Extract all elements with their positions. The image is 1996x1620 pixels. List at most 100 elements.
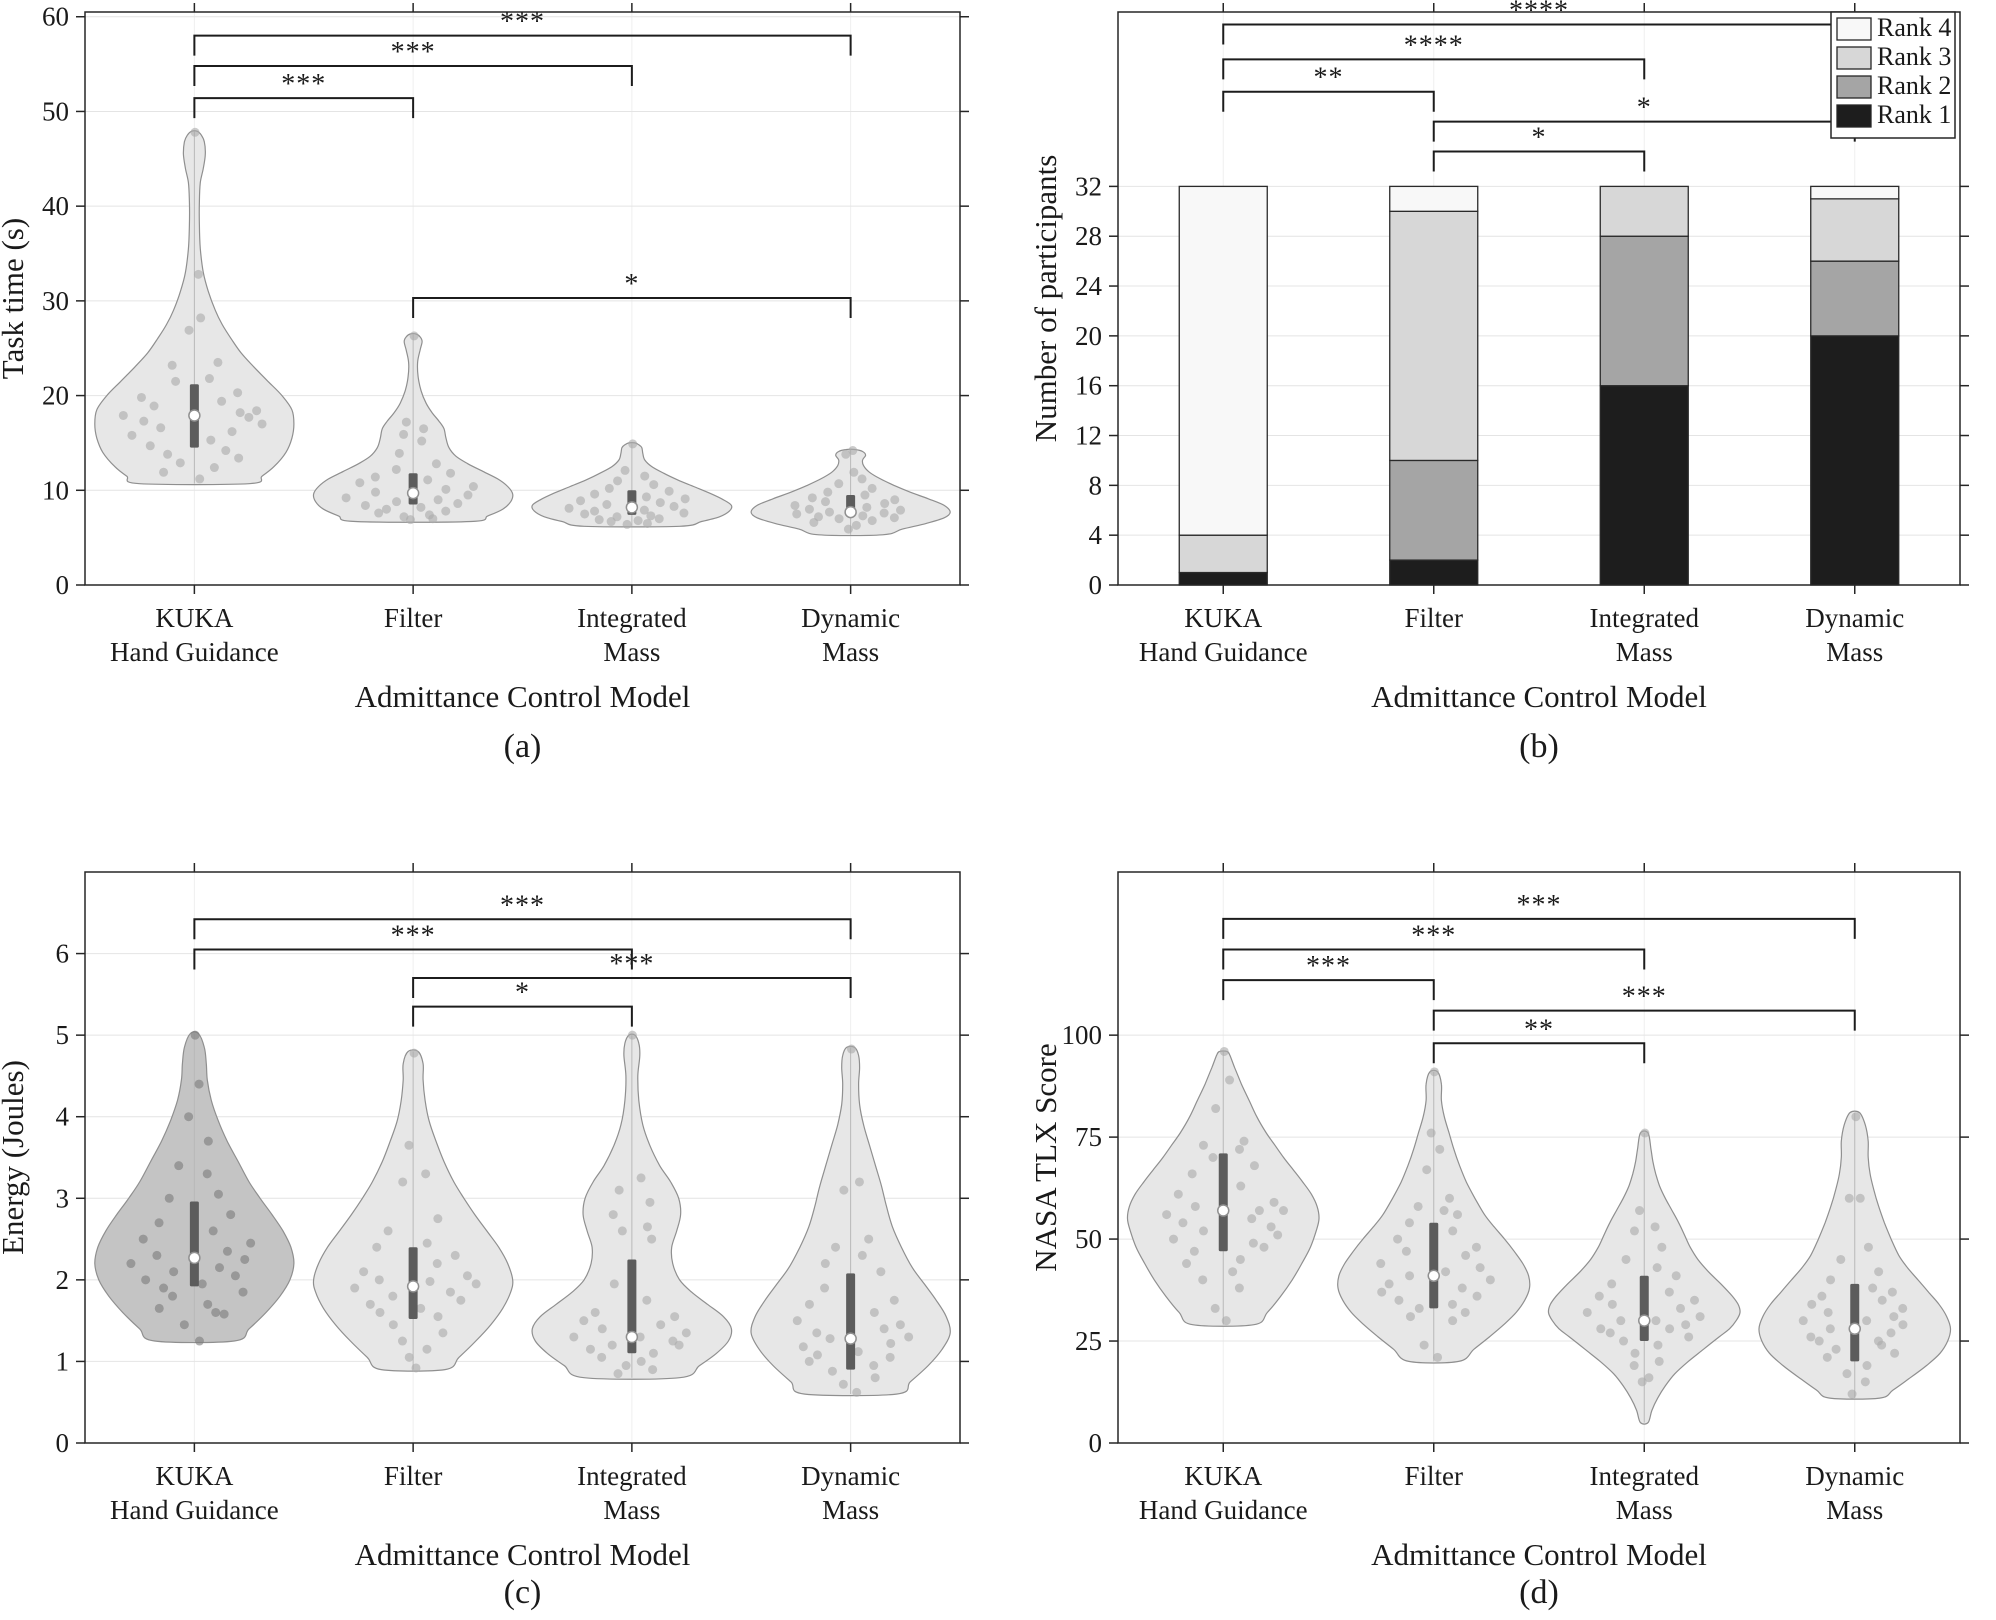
jitter-points <box>569 1030 691 1379</box>
axis-ticks <box>1109 863 1969 1452</box>
median-dot <box>844 505 857 519</box>
svg-text:Dynamic: Dynamic <box>801 1461 900 1491</box>
svg-text:50: 50 <box>42 96 69 126</box>
significance-label: * <box>1532 123 1547 154</box>
significance-bracket <box>1222 979 1435 1001</box>
axis-ticks <box>76 3 969 594</box>
svg-text:20: 20 <box>1075 321 1102 351</box>
bar-segment-rank-1 <box>1389 559 1479 586</box>
bar-segment-rank-1 <box>1178 571 1268 586</box>
legend-swatch-rank-4 <box>1836 17 1872 41</box>
median-dot <box>406 1280 420 1293</box>
significance-bracket <box>412 1005 633 1027</box>
svg-text:16: 16 <box>1075 371 1102 401</box>
violin-integrated-mass <box>1547 1128 1741 1425</box>
violin-kuka-hand-guidance <box>1126 1046 1320 1327</box>
significance-bracket <box>1222 23 1856 45</box>
panel-caption: (a) <box>504 728 542 765</box>
svg-text:10: 10 <box>42 475 69 505</box>
svg-text:Filter: Filter <box>384 603 443 633</box>
median-dot <box>844 1332 857 1345</box>
median-dot <box>625 501 639 514</box>
svg-text:30: 30 <box>42 286 69 316</box>
jitter-points <box>564 439 690 529</box>
y-axis-label: Energy (Joules) <box>0 1060 30 1255</box>
svg-text:20: 20 <box>42 381 69 411</box>
panel-caption: (c) <box>504 1574 542 1611</box>
legend-swatch-rank-3 <box>1836 46 1872 70</box>
svg-text:25: 25 <box>1075 1326 1102 1356</box>
svg-text:32: 32 <box>1075 171 1102 201</box>
jitter-points <box>1582 1128 1705 1387</box>
svg-text:24: 24 <box>1075 271 1103 301</box>
significance-label: **** <box>1404 30 1464 61</box>
iqr-box <box>1639 1275 1649 1342</box>
svg-text:Mass: Mass <box>603 1495 660 1525</box>
plot-frame <box>84 11 961 586</box>
y-tick-labels: 0 10 20 30 40 50 60 <box>42 2 69 600</box>
significance-bracket <box>193 97 415 119</box>
svg-text:100: 100 <box>1062 1020 1103 1050</box>
significance-bracket <box>193 918 852 940</box>
median-dot <box>406 486 420 500</box>
significance-label: *** <box>1517 890 1562 921</box>
bar-segment-rank-3 <box>1389 210 1479 462</box>
svg-text:Dynamic: Dynamic <box>1805 1461 1904 1491</box>
significance-label: * <box>1637 93 1652 124</box>
significance-bracket <box>1432 1009 1856 1031</box>
svg-text:Integrated: Integrated <box>1590 1461 1700 1491</box>
x-tick-labels: KUKA Hand Guidance Filter Integrated Mass Dyn… <box>1139 1461 1904 1525</box>
significance-bracket <box>193 34 852 56</box>
jitter-points <box>126 1030 256 1346</box>
plot-frame <box>1117 11 1961 586</box>
panel-caption: (d) <box>1519 1574 1559 1611</box>
iqr-box <box>846 1273 856 1370</box>
svg-text:0: 0 <box>56 1428 70 1458</box>
svg-text:Integrated: Integrated <box>577 603 687 633</box>
jitter-points <box>792 1044 914 1397</box>
significance-bracket <box>1432 1042 1646 1064</box>
median-dot <box>625 1330 639 1344</box>
legend-label: Rank 3 <box>1877 42 1951 71</box>
svg-text:KUKA: KUKA <box>1184 1461 1262 1491</box>
svg-text:0: 0 <box>1089 570 1103 600</box>
significance-label: *** <box>500 890 545 921</box>
y-tick-labels: 0 4 8 12 16 20 24 28 32 <box>1075 171 1103 600</box>
median-dot <box>188 1251 201 1265</box>
svg-text:KUKA: KUKA <box>1184 603 1262 633</box>
violin-filter <box>312 1048 514 1373</box>
bar-segment-rank-3 <box>1178 534 1268 574</box>
y-axis-label: Task time (s) <box>0 218 30 379</box>
bar-segment-rank-3 <box>1599 185 1689 237</box>
y-axis-label: Number of participants <box>1028 155 1063 443</box>
bar-segment-rank-4 <box>1810 185 1900 200</box>
panel-b: **** **** ** * * 0 4 8 12 16 20 24 28 32 Number of par… <box>998 0 1996 810</box>
significance-label: * <box>515 978 530 1009</box>
violin-filter <box>1337 1067 1531 1364</box>
svg-text:Mass: Mass <box>1826 1495 1883 1525</box>
violin-dynamic-mass <box>1758 1110 1952 1400</box>
svg-text:Mass: Mass <box>822 637 879 667</box>
median-dot <box>1217 1204 1230 1217</box>
svg-text:12: 12 <box>1075 421 1102 451</box>
svg-text:3: 3 <box>56 1183 70 1213</box>
x-axis-label: Admittance Control Model <box>355 1537 691 1572</box>
significance-bracket <box>1222 917 1856 939</box>
jitter-points <box>790 446 906 534</box>
panel-d: ** *** *** *** *** 0 25 50 75 100 NASA TLX Score KU… <box>998 810 1996 1620</box>
violin-dynamic-mass <box>750 1044 951 1397</box>
svg-text:50: 50 <box>1075 1224 1102 1254</box>
svg-text:Mass: Mass <box>603 637 660 667</box>
significance-label: *** <box>1411 920 1456 951</box>
iqr-box <box>627 1259 637 1354</box>
legend-label: Rank 2 <box>1877 71 1951 100</box>
svg-text:Filter: Filter <box>1405 1461 1464 1491</box>
significance-bracket <box>193 948 633 970</box>
svg-text:2: 2 <box>56 1265 70 1295</box>
x-tick-labels: KUKA Hand Guidance Filter Integrated Mass Dyn… <box>110 603 900 667</box>
